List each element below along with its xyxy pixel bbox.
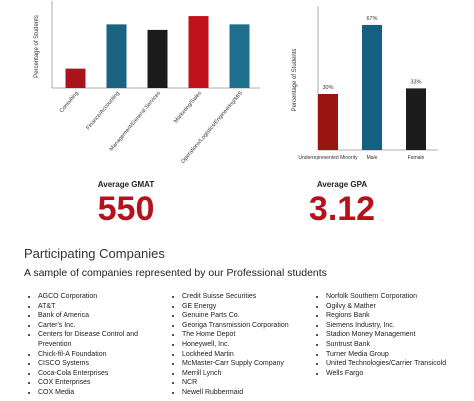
bar xyxy=(406,88,426,150)
company: Ogilvy & Mather xyxy=(326,302,454,312)
y-axis-label: Percentage of Students xyxy=(34,15,40,78)
y-axis-label: Percentage of Students xyxy=(292,49,298,112)
company: NCR xyxy=(182,378,310,388)
company: Chick-fil-A Foundation xyxy=(38,350,166,360)
chart: Percentage of Students Consulting Finance/… xyxy=(34,1,260,165)
company: Lockheed Martin xyxy=(182,350,310,360)
bar xyxy=(147,29,168,88)
x-tick-label: Consulting xyxy=(59,90,80,114)
company: Credit Suisse Securities xyxy=(182,292,310,302)
section-title: Participating Companies xyxy=(24,246,165,261)
bar xyxy=(318,94,338,150)
stat-value: 550 xyxy=(97,190,155,228)
value-label: 67% xyxy=(366,16,377,22)
company: Siemens Industry, Inc. xyxy=(326,321,454,331)
company: Georiga Transmission Corporation xyxy=(182,321,310,331)
value-label: 30% xyxy=(322,85,333,91)
company: United Technologies/Carrier Transicold xyxy=(326,359,454,369)
company: Merrill Lynch xyxy=(182,369,310,379)
company: Regions Bank xyxy=(326,311,454,321)
company: Genuine Parts Co. xyxy=(182,311,310,321)
x-tick-label: Female xyxy=(408,155,425,161)
bar xyxy=(188,16,209,88)
company: Norfolk Southern Corporation xyxy=(326,292,454,302)
company-list: AGCO CorporationAT&TBank of AmericaCarte… xyxy=(30,292,166,398)
x-tick-label: Underrepresented Minority xyxy=(298,155,358,161)
company: COX Media xyxy=(38,388,166,398)
company: Honeywell, Inc. xyxy=(182,340,310,350)
stat-value: 3.12 xyxy=(308,190,376,228)
company: Suntrust Bank xyxy=(326,340,454,350)
company: Stadion Money Management xyxy=(326,330,454,340)
company: Coca-Cola Enterprises xyxy=(38,369,166,379)
company: Turner Media Group xyxy=(326,350,454,360)
company: AT&T xyxy=(38,302,166,312)
company: McMaster-Carr Supply Company xyxy=(182,359,310,369)
bar xyxy=(106,24,127,88)
bar xyxy=(65,68,86,88)
x-tick-label: Marketing/Sales xyxy=(173,90,203,124)
company: Centers for Disease Control and Preventi… xyxy=(38,330,166,349)
stat-label: Average GPA xyxy=(316,180,368,189)
x-tick-label: Management/General Services xyxy=(109,90,162,152)
company: AGCO Corporation xyxy=(38,292,166,302)
company: GE Energy xyxy=(182,302,310,312)
company-list: Credit Suisse SecuritiesGE EnergyGenuine… xyxy=(174,292,310,398)
bar xyxy=(229,24,250,88)
company: Carter's Inc. xyxy=(38,321,166,331)
value-label: 33% xyxy=(410,79,421,85)
section-subtitle: A sample of companies represented by our… xyxy=(24,267,327,279)
company: COX Enterprises xyxy=(38,378,166,388)
stat-label: Average GMAT xyxy=(97,180,155,189)
company: Wells Fargo xyxy=(326,369,454,379)
company: Bank of America xyxy=(38,311,166,321)
company: Newell Rubbermaid xyxy=(182,388,310,398)
company: The Home Depot xyxy=(182,330,310,340)
chart: Percentage of Students 30% Underrepresente… xyxy=(292,6,438,161)
bar xyxy=(362,24,382,150)
company: CISCO Systems xyxy=(38,359,166,369)
company-list: Norfolk Southern CorporationOgilvy & Mat… xyxy=(318,292,454,378)
x-tick-label: Male xyxy=(367,155,378,161)
x-tick-label: Finance/Accounting xyxy=(85,90,121,131)
